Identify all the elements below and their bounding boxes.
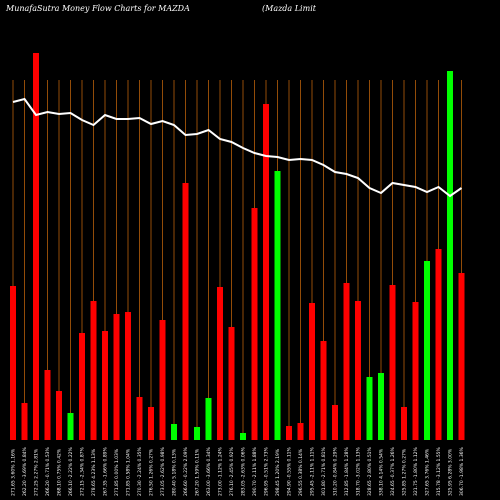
- bar: [102, 331, 108, 440]
- bar: [286, 426, 292, 440]
- bar: [136, 397, 143, 440]
- x-tick-label: 266.60 -0.22% 2.09%: [183, 446, 189, 496]
- bar: [44, 370, 51, 440]
- x-tick-label: 267.35 -1.66% 0.89%: [103, 446, 109, 496]
- bar: [378, 373, 384, 440]
- bar: [458, 273, 465, 440]
- bar: [148, 407, 154, 440]
- x-tick-label: 327.65 3.76% 1.46%: [425, 448, 431, 496]
- bar: [113, 314, 120, 440]
- x-tick-label: 296.55 0.38% 0.14%: [298, 448, 304, 496]
- bar: [171, 424, 177, 440]
- x-tick-label: 271.85 0.58% 1.04%: [126, 448, 132, 496]
- price-line: [12, 97, 463, 198]
- bar: [79, 333, 85, 440]
- bar: [297, 423, 304, 440]
- bar: [90, 301, 97, 440]
- x-tick-label: 273.05 -2.62% 0.98%: [160, 446, 166, 496]
- x-tick-label: 278.65 4.23% 1.13%: [91, 448, 97, 496]
- x-tick-label: 312.85 -1.84% 1.28%: [344, 446, 350, 496]
- x-tick-label: 283.05 -2.63% 0.06%: [241, 446, 247, 496]
- bar: [389, 285, 396, 440]
- x-tick-label: 266.10 -2.22% 0.22%: [68, 446, 74, 496]
- bar: [355, 301, 361, 440]
- x-tick-label: 315.78 -3.12% 1.55%: [436, 446, 442, 496]
- bar: [447, 71, 453, 440]
- x-tick-label: 271.85 0.00% 1.03%: [114, 448, 120, 496]
- chart-subtitle: (Mazda Limit: [262, 4, 317, 13]
- bar: [217, 287, 223, 440]
- bar: [343, 283, 350, 440]
- x-tick-label: 276.10 -2.45% 0.92%: [229, 446, 235, 496]
- bar: [33, 53, 39, 440]
- bar: [309, 303, 315, 440]
- x-tick-label: 306.70 -1.98% 1.36%: [459, 446, 465, 496]
- bar: [435, 249, 442, 440]
- bar: [401, 407, 407, 440]
- bar: [424, 261, 430, 440]
- x-tick-label: 295.45 -2.11% 1.11%: [310, 446, 316, 496]
- bar: [263, 104, 269, 440]
- x-tick-label: 296.95 -0.51% 2.73%: [264, 446, 270, 496]
- x-tick-label: 325.85 1.27% 0.27%: [402, 448, 408, 496]
- x-tick-label: 270.30 -2.24% 0.35%: [137, 446, 143, 496]
- bar: [240, 433, 246, 440]
- chart-title: MunafaSutra Money Flow Charts for MAZDA: [5, 4, 190, 13]
- bar: [251, 208, 258, 440]
- x-tick-label: 294.90 -0.55% 0.11%: [287, 446, 293, 496]
- bar: [182, 183, 189, 440]
- x-tick-label: 328.65 -2.80% 0.51%: [367, 446, 373, 496]
- bar: [205, 398, 212, 440]
- x-tick-label: 310.20 -0.84% 0.29%: [333, 446, 339, 496]
- x-tick-label: 263.00 -3.66% 0.34%: [206, 446, 212, 496]
- bar: [21, 403, 28, 440]
- x-tick-label: 276.50 1.26% 0.27%: [149, 448, 155, 496]
- bar: [320, 341, 327, 440]
- bar: [10, 286, 16, 440]
- x-tick-label: 266.20 -0.71% 0.53%: [45, 446, 51, 496]
- x-tick-label: 280.40 5.18% 0.13%: [172, 448, 178, 496]
- x-tick-label: 298.45 1.20% 2.19%: [275, 448, 281, 496]
- bar: [67, 413, 74, 440]
- x-tick-label: 324.65 -0.37% 1.26%: [390, 446, 396, 496]
- bar: [56, 391, 62, 440]
- x-tick-label: 318.70 -3.02% 1.13%: [356, 446, 362, 496]
- x-tick-label: 262.20 -3.69% 0.84%: [22, 446, 28, 496]
- bar: [412, 302, 419, 440]
- x-tick-label: 338.10 4.14% 0.54%: [379, 448, 385, 496]
- x-tick-label: 325.95 6.28% 3.00%: [448, 448, 454, 496]
- x-tick-label: 267.20 1.59% 0.11%: [195, 448, 201, 496]
- x-tick-label: 272.25 2.27% 2.81%: [34, 448, 40, 496]
- x-tick-label: 301.80 -2.71% 0.81%: [321, 446, 327, 496]
- x-tick-label: 273.00 -1.12% 1.24%: [218, 446, 224, 496]
- bar: [159, 320, 166, 440]
- x-tick-label: 290.70 -2.11% 1.88%: [252, 446, 258, 496]
- x-tick-label: 268.10 0.75% 0.42%: [57, 448, 63, 496]
- bar: [228, 327, 235, 440]
- bar: [274, 171, 281, 440]
- bar: [194, 427, 200, 440]
- x-tick-label: 271.65 3.60% 1.16%: [11, 448, 17, 496]
- x-tick-label: 321.75 -1.80% 1.12%: [413, 446, 419, 496]
- bar: [366, 377, 373, 440]
- x-tick-label: 272.15 -2.34% 0.87%: [80, 446, 86, 496]
- bar: [125, 312, 131, 440]
- bar: [332, 405, 338, 440]
